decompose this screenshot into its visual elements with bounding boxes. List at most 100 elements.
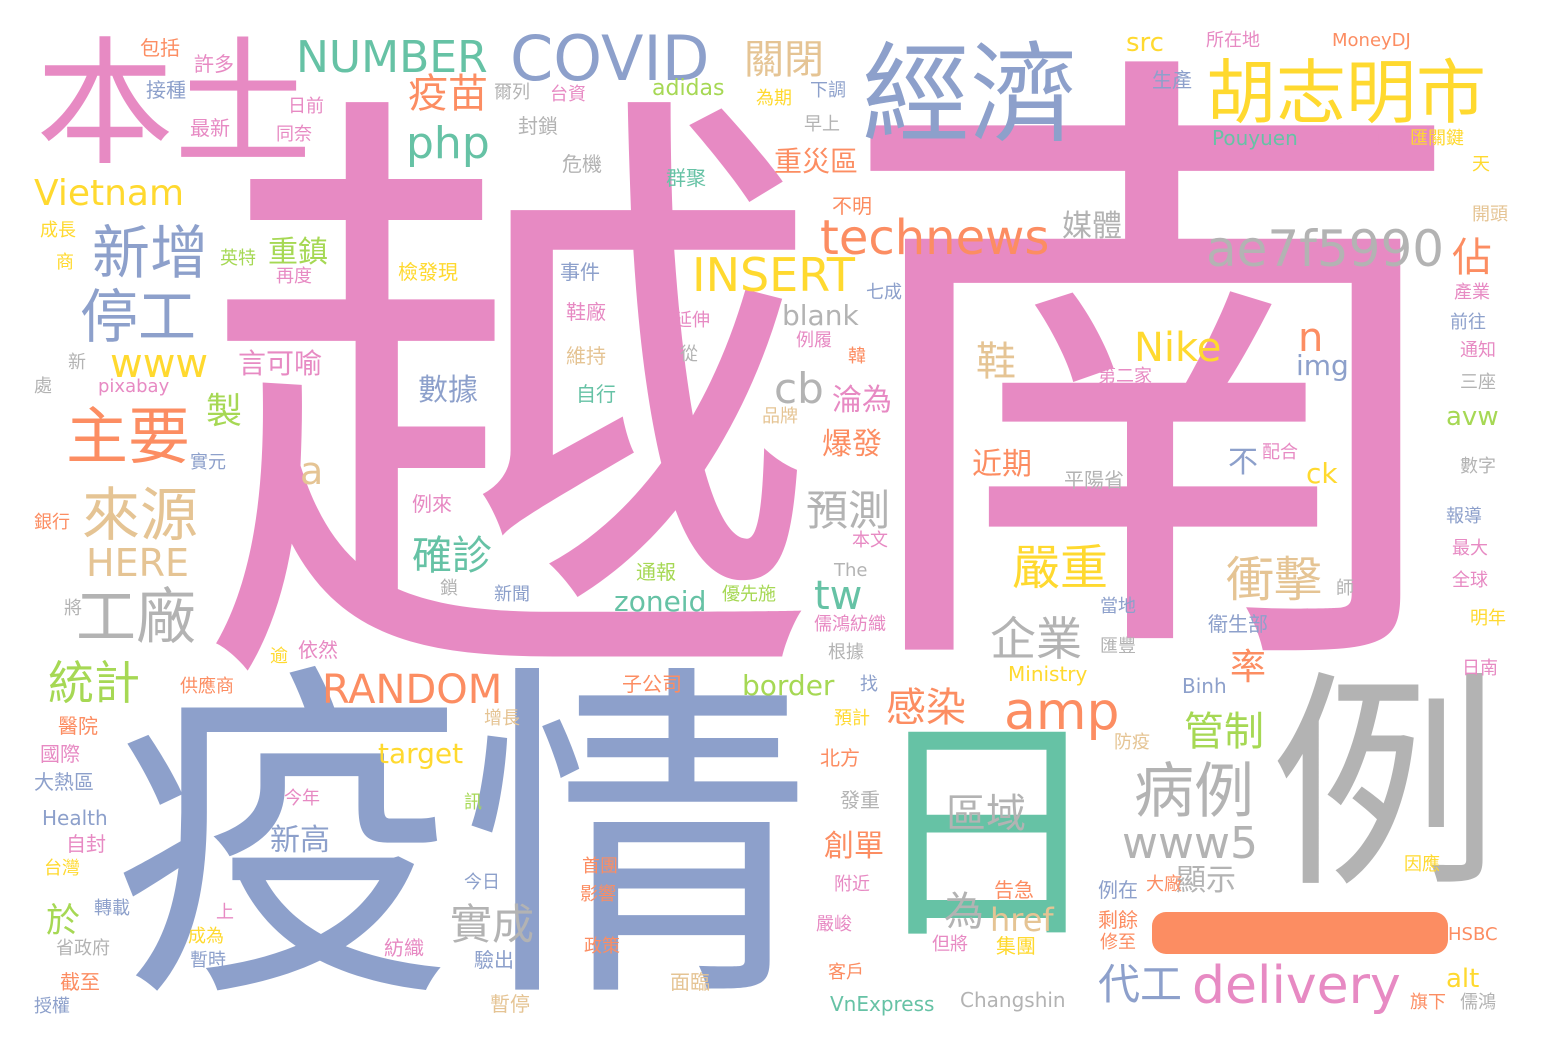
word: 找: [860, 674, 878, 695]
word: 北方: [820, 746, 860, 770]
word: 七成: [866, 282, 902, 303]
word: Duong: [1336, 126, 1402, 150]
word: NUMBER: [296, 32, 488, 83]
word: 實元: [190, 452, 226, 473]
word: 顯示: [1176, 863, 1236, 898]
word: 主要: [66, 400, 191, 473]
word: 自封: [66, 832, 106, 856]
word: 成為: [188, 926, 224, 947]
word: 例履: [796, 330, 832, 351]
word: 剩餘: [1098, 908, 1138, 932]
word: 產業: [1454, 282, 1490, 303]
word: 匯關鍵: [1410, 128, 1464, 149]
word: 今日: [464, 872, 500, 893]
word: 嚴峻: [816, 914, 852, 935]
word: 集團: [996, 934, 1036, 958]
word: 但將: [932, 934, 968, 955]
word: 同奈: [276, 124, 312, 145]
word: 儒鴻: [1460, 992, 1496, 1013]
word: 儒鴻紡織: [814, 614, 886, 635]
word: 代工: [1098, 960, 1183, 1009]
word: avw: [1446, 402, 1499, 432]
word: 旗下: [1410, 992, 1446, 1013]
word: 爾列: [494, 82, 530, 103]
word: 授權: [34, 996, 70, 1017]
word: php: [406, 118, 490, 169]
word: 例: [1270, 653, 1501, 920]
word: 告急: [994, 878, 1034, 902]
word: 新聞: [494, 584, 530, 605]
word: COVID: [510, 22, 710, 95]
word: 生產: [1152, 68, 1192, 92]
word: VnExpress: [830, 992, 935, 1016]
word: 師: [1336, 578, 1354, 599]
word: 例來: [412, 492, 452, 516]
word: 於: [46, 901, 80, 941]
word: The: [834, 560, 868, 581]
word: 三座: [1460, 372, 1496, 393]
word: 感染: [886, 685, 966, 731]
word: 英特: [220, 248, 256, 269]
word: 子公司: [622, 672, 682, 696]
word: 當地: [1100, 596, 1136, 617]
word: 大熱區: [34, 770, 94, 794]
word: 因應: [1404, 854, 1440, 875]
word: delivery: [1192, 956, 1401, 1016]
word: 日: [866, 694, 1107, 974]
word: 明年: [1470, 608, 1506, 629]
word: 銀行: [34, 512, 70, 533]
word: 韓: [848, 346, 866, 367]
word: 疫苗: [408, 71, 488, 117]
word: HERE: [86, 541, 189, 585]
word: 嚴重: [1012, 540, 1109, 596]
word: 群聚: [666, 166, 706, 190]
word: 省政府: [56, 938, 110, 959]
word: 台灣: [44, 858, 80, 879]
word: 確診: [412, 533, 492, 579]
word: 數據: [418, 373, 478, 408]
word: border: [742, 669, 835, 702]
word: 商: [56, 252, 74, 273]
word: Nike: [1134, 325, 1222, 371]
word: 客戶: [828, 962, 864, 983]
word: 配合: [1262, 442, 1298, 463]
word: 影響: [580, 884, 616, 905]
word: href: [990, 901, 1054, 939]
word: zoneid: [614, 585, 707, 618]
word: 延伸: [674, 310, 710, 331]
word: 不明: [832, 194, 872, 218]
word: 接種: [146, 78, 186, 102]
word: 封鎖: [518, 114, 558, 138]
word: 天: [1472, 154, 1490, 175]
word: 許多: [194, 52, 234, 76]
word: tw: [814, 573, 863, 619]
word: 自行: [576, 382, 616, 406]
word: 近期: [972, 447, 1032, 482]
word: 報導: [1446, 506, 1482, 527]
word: 增長: [484, 708, 520, 729]
word: 數字: [1460, 456, 1496, 477]
word: 鞋: [976, 339, 1016, 385]
word: 創單: [824, 829, 884, 864]
word: MoneyDJ: [1332, 30, 1411, 51]
word: 紡織: [384, 936, 424, 960]
word: Changshin: [960, 988, 1066, 1012]
word: 日前: [288, 96, 324, 117]
word: 依然: [298, 638, 338, 662]
word: 新高: [270, 823, 330, 858]
word: pixabay: [98, 376, 170, 397]
word: 關閉: [744, 37, 824, 83]
word: amp: [1004, 682, 1120, 742]
word: 發重: [840, 788, 880, 812]
word: HSBC: [1448, 924, 1498, 945]
word: 佔: [1452, 235, 1492, 281]
word: 台資: [550, 84, 586, 105]
word: 預計: [834, 708, 870, 729]
word: 淪為: [832, 383, 892, 418]
word: 今年: [284, 788, 320, 809]
word: 日南: [1462, 658, 1498, 679]
word: 預測: [806, 486, 891, 535]
word: Health: [42, 806, 108, 830]
word: alt: [1446, 964, 1480, 994]
